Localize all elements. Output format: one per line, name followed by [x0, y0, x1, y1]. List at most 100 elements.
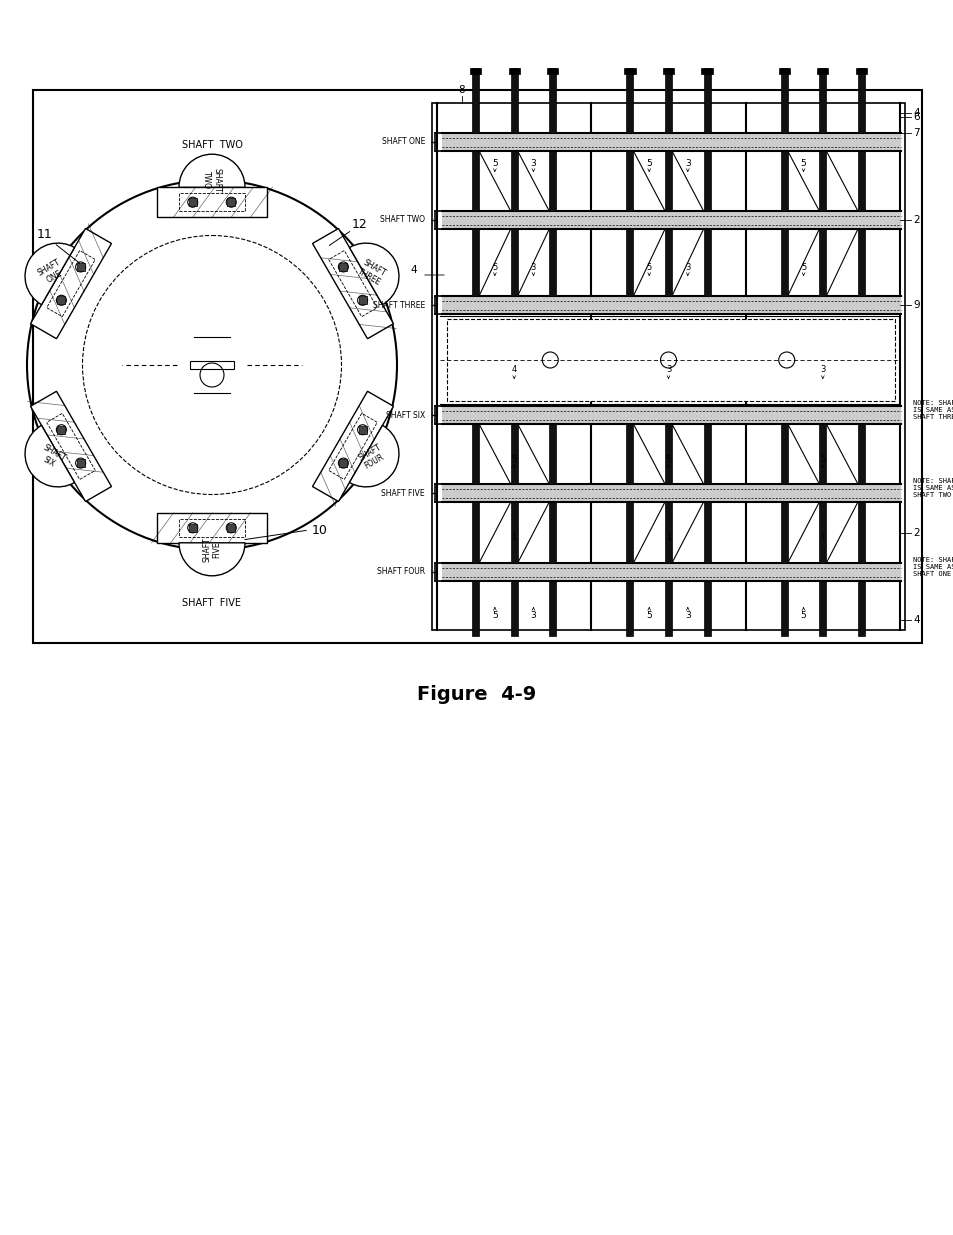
- Bar: [819, 228, 825, 296]
- Polygon shape: [30, 228, 112, 338]
- Bar: [780, 228, 787, 296]
- Wedge shape: [349, 425, 398, 487]
- Bar: [76, 459, 85, 467]
- Bar: [472, 151, 478, 211]
- Bar: [857, 151, 864, 211]
- Bar: [855, 68, 866, 74]
- Text: SHAFT FOUR: SHAFT FOUR: [376, 568, 424, 577]
- Text: 12: 12: [352, 219, 367, 231]
- Bar: [703, 424, 710, 484]
- Text: NOTE: SHAFT SIX
IS SAME AS
SHAFT THREE: NOTE: SHAFT SIX IS SAME AS SHAFT THREE: [912, 400, 953, 420]
- Text: 11: 11: [37, 228, 52, 242]
- Bar: [857, 580, 864, 636]
- Bar: [33, 90, 921, 643]
- Bar: [57, 296, 66, 304]
- Bar: [189, 198, 196, 206]
- Text: 3: 3: [684, 611, 690, 620]
- Bar: [703, 228, 710, 296]
- Text: 4: 4: [912, 615, 919, 625]
- Text: 5: 5: [645, 158, 652, 168]
- Text: Figure  4-9: Figure 4-9: [416, 685, 536, 704]
- Bar: [703, 580, 710, 636]
- Bar: [549, 501, 556, 563]
- Wedge shape: [179, 543, 245, 576]
- Bar: [441, 211, 900, 228]
- Text: SHAFT
FIVE: SHAFT FIVE: [202, 537, 221, 562]
- Text: 3: 3: [530, 611, 536, 620]
- Text: 5: 5: [492, 158, 497, 168]
- Bar: [819, 424, 825, 484]
- Text: 3: 3: [684, 263, 690, 272]
- Text: SHAFT  TWO: SHAFT TWO: [181, 140, 242, 149]
- Bar: [472, 424, 478, 484]
- Bar: [76, 263, 85, 270]
- Polygon shape: [313, 228, 393, 338]
- Bar: [819, 151, 825, 211]
- Bar: [664, 228, 671, 296]
- Text: 5: 5: [511, 454, 517, 463]
- Bar: [703, 68, 710, 133]
- Bar: [857, 424, 864, 484]
- Text: 5: 5: [820, 454, 824, 463]
- Bar: [510, 424, 517, 484]
- Bar: [510, 501, 517, 563]
- Bar: [703, 501, 710, 563]
- Bar: [441, 133, 900, 151]
- Text: 5: 5: [492, 611, 497, 620]
- Text: 5: 5: [645, 611, 652, 620]
- Text: 3: 3: [530, 158, 536, 168]
- Bar: [472, 580, 478, 636]
- Bar: [549, 228, 556, 296]
- Bar: [664, 580, 671, 636]
- Bar: [780, 501, 787, 563]
- Bar: [472, 501, 478, 563]
- Bar: [819, 580, 825, 636]
- Bar: [780, 68, 787, 133]
- Bar: [778, 68, 789, 74]
- Bar: [441, 406, 900, 424]
- Text: 3: 3: [820, 366, 824, 374]
- Bar: [339, 263, 347, 270]
- Wedge shape: [349, 243, 398, 305]
- Bar: [510, 151, 517, 211]
- Bar: [819, 501, 825, 563]
- Text: SHAFT TWO: SHAFT TWO: [379, 215, 424, 225]
- Wedge shape: [25, 425, 74, 487]
- Bar: [472, 228, 478, 296]
- Text: 4: 4: [912, 107, 919, 119]
- Text: SHAFT  FIVE: SHAFT FIVE: [182, 598, 241, 608]
- Text: 5: 5: [800, 611, 805, 620]
- Text: 5: 5: [800, 158, 805, 168]
- Polygon shape: [30, 391, 112, 501]
- Bar: [626, 424, 633, 484]
- Text: 5: 5: [646, 263, 651, 272]
- Bar: [623, 68, 635, 74]
- Bar: [703, 151, 710, 211]
- Bar: [227, 198, 235, 206]
- Text: 2: 2: [912, 215, 919, 225]
- Text: NOTE: SHAFT FOUR
IS SAME AS
SHAFT ONE: NOTE: SHAFT FOUR IS SAME AS SHAFT ONE: [912, 557, 953, 577]
- Text: 5: 5: [665, 454, 670, 463]
- Bar: [227, 524, 235, 532]
- Text: 4: 4: [511, 366, 517, 374]
- Text: 7: 7: [912, 128, 919, 138]
- Bar: [510, 228, 517, 296]
- Polygon shape: [157, 513, 267, 543]
- Bar: [626, 151, 633, 211]
- Text: 10: 10: [312, 524, 328, 536]
- Bar: [441, 296, 900, 314]
- Bar: [190, 361, 233, 369]
- Bar: [358, 426, 366, 433]
- Bar: [780, 580, 787, 636]
- Text: SHAFT
THREE: SHAFT THREE: [355, 258, 388, 288]
- Bar: [857, 228, 864, 296]
- Text: SHAFT
ONE: SHAFT ONE: [36, 258, 68, 288]
- Polygon shape: [157, 188, 267, 217]
- Bar: [189, 524, 196, 532]
- Bar: [857, 68, 864, 133]
- Bar: [626, 68, 633, 133]
- Text: 3: 3: [684, 158, 690, 168]
- Text: 3: 3: [530, 263, 536, 272]
- Bar: [358, 296, 366, 304]
- Text: SHAFT
SIX: SHAFT SIX: [36, 443, 68, 472]
